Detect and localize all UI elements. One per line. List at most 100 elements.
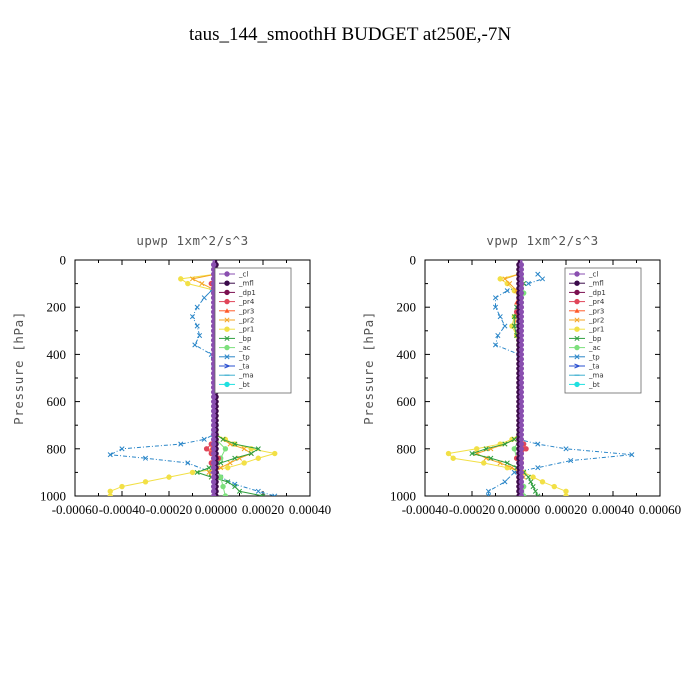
y-tick-label: 800 — [47, 441, 67, 456]
legend-marker — [224, 326, 230, 332]
data-point-pr1 — [225, 464, 231, 471]
data-point-pr1 — [474, 446, 480, 452]
data-point-cl — [518, 342, 525, 348]
data-point-cl — [518, 384, 525, 391]
data-point-bp — [502, 441, 508, 447]
data-point-cl — [518, 328, 525, 334]
data-point-cl — [210, 469, 217, 476]
data-point-cl — [518, 356, 525, 362]
panel-vpwp: vpwp 1xm^2/s^3 Pressure [hPa] 0 200 400 600 80… — [361, 233, 681, 517]
legend-marker — [574, 317, 580, 323]
legend-label: _pr1 — [588, 326, 604, 334]
data-point-pr4 — [523, 446, 529, 452]
legend-label: _tp — [588, 353, 600, 361]
data-point-tp — [201, 436, 207, 442]
legend-marker — [574, 298, 580, 305]
data-point-pr1 — [272, 450, 278, 457]
legend-label: _tp — [238, 353, 250, 361]
x-tick-label: -0.00020 — [449, 502, 496, 517]
legend-marker — [574, 308, 580, 313]
data-point-tp — [485, 493, 492, 496]
data-point-cl — [518, 290, 525, 296]
legend-marker — [574, 344, 580, 351]
data-point-tp — [535, 441, 541, 447]
data-point-pr2 — [218, 465, 224, 471]
data-point-cl — [518, 370, 525, 376]
data-point-cl — [210, 460, 217, 466]
data-point-cl — [210, 479, 217, 485]
data-point-cl — [210, 413, 217, 419]
data-point-cl — [518, 398, 525, 405]
data-point-tp — [196, 332, 203, 339]
legend-label: _bt — [238, 381, 250, 389]
data-point-pr1 — [255, 455, 261, 461]
data-point-cl — [518, 441, 525, 447]
y-tick-label: 200 — [47, 300, 67, 315]
legend: _cl_mfl_dp1_pr4_pr3_pr2_pr1_bp_ac_tp_ta_… — [214, 267, 292, 394]
legend-label: _ac — [238, 344, 251, 352]
legend-label: _pr4 — [588, 298, 605, 306]
legend-label: _mfl — [588, 280, 604, 288]
data-point-cl — [210, 431, 217, 438]
data-point-cl — [518, 436, 525, 443]
data-point-pr1 — [178, 276, 184, 282]
x-tick-label: 0.00020 — [242, 502, 284, 517]
series-group — [445, 260, 635, 496]
data-point-cl — [518, 309, 525, 315]
figure-title: taus_144_smoothH BUDGET at250E,-7N — [189, 24, 511, 45]
x-tick-label: 0.00000 — [498, 502, 540, 517]
data-point-cl — [518, 262, 525, 268]
y-tick-label: 0 — [60, 253, 67, 268]
data-point-cl — [518, 304, 525, 310]
x-tick-label: 0.00060 — [639, 502, 681, 517]
x-tick-label: 0.00000 — [195, 502, 237, 517]
data-point-bp — [194, 469, 200, 475]
data-point-bp — [255, 446, 261, 452]
data-point-pr1 — [241, 460, 247, 466]
legend-label: _pr2 — [238, 317, 254, 325]
y-tick-label: 800 — [397, 441, 417, 456]
data-point-cl — [210, 446, 217, 452]
data-point-cl — [210, 464, 217, 471]
y-tick-label: 600 — [397, 394, 417, 409]
data-point-pr1 — [509, 323, 515, 329]
data-point-cl — [518, 427, 525, 433]
legend-marker — [224, 344, 230, 351]
legend-label: _dp1 — [588, 289, 606, 297]
data-point-cl — [518, 380, 525, 386]
data-point-pr1 — [563, 488, 569, 494]
data-point-bp — [232, 484, 238, 490]
legend-marker — [574, 363, 581, 369]
data-point-cl — [210, 398, 217, 405]
data-point-tp — [194, 304, 200, 310]
data-point-cl — [518, 422, 525, 428]
data-point-pr1 — [551, 483, 557, 490]
data-point-pr1 — [142, 479, 149, 485]
data-point-cl — [210, 422, 217, 428]
data-point-tp — [201, 295, 207, 301]
panel-upwp: upwp 1xm^2/s^3 Pressure [hPa] 0 200 400 600 80… — [11, 233, 331, 517]
legend-marker — [224, 308, 230, 313]
data-point-pr1 — [530, 474, 536, 480]
data-point-cl — [518, 469, 525, 476]
data-point-cl — [210, 262, 217, 268]
data-point-cl — [518, 295, 525, 301]
x-tick-label: 0.00040 — [289, 502, 331, 517]
legend-marker — [574, 271, 580, 277]
data-point-cl — [518, 417, 525, 424]
legend-marker — [224, 298, 230, 305]
data-point-tp — [497, 314, 503, 320]
y-tick-label: 600 — [47, 394, 67, 409]
data-point-tp — [142, 455, 149, 461]
data-point-bp — [511, 323, 517, 329]
data-point-cl — [518, 450, 525, 457]
legend-marker — [574, 326, 580, 332]
legend-label: _cl — [238, 271, 248, 279]
data-point-bp — [483, 446, 489, 452]
data-point-cl — [518, 431, 525, 438]
data-point-tp — [504, 288, 510, 294]
data-point-tp — [178, 441, 184, 447]
data-point-cl — [210, 483, 217, 490]
data-point-cl — [518, 280, 525, 287]
x-tick-label: -0.00040 — [99, 502, 146, 517]
